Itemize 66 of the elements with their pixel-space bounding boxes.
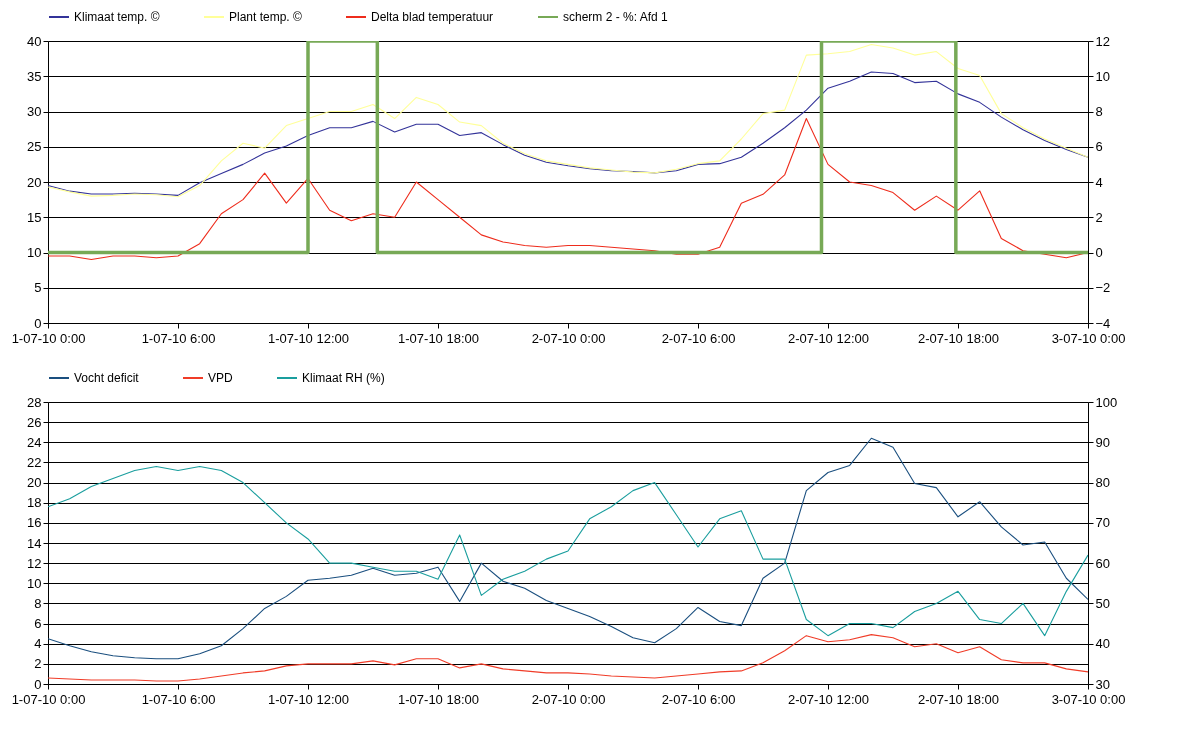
y2-tick-label: 70 xyxy=(1095,515,1110,531)
x-tick-label: 2-07-10 0:00 xyxy=(531,330,606,346)
y2-tick-label: 40 xyxy=(1095,636,1110,652)
y-tick-label: 30 xyxy=(27,104,42,119)
x-tick-label: 3-07-10 0:00 xyxy=(1051,691,1126,707)
y-tick-label: 20 xyxy=(27,475,42,491)
legend-label: Klimaat temp. © xyxy=(74,10,160,24)
y-tick-label: 10 xyxy=(27,575,42,591)
y-tick-label: 0 xyxy=(34,676,42,692)
y2-tick-label: 80 xyxy=(1095,475,1110,491)
y-tick-label: 25 xyxy=(27,139,42,155)
legend-label: Vocht deficit xyxy=(74,371,140,385)
y-tick-label: 10 xyxy=(27,245,42,260)
x-tick-label: 1-07-10 18:00 xyxy=(398,330,479,346)
y-tick-label: 14 xyxy=(27,535,42,551)
y-tick-label: 28 xyxy=(27,394,42,410)
legend-label: scherm 2 - %: Afd 1 xyxy=(563,10,669,24)
x-tick-label: 2-07-10 18:00 xyxy=(918,691,999,707)
y2-tick-label: 30 xyxy=(1095,676,1110,692)
y2-tick-label: 60 xyxy=(1095,555,1110,571)
y-tick-label: 4 xyxy=(34,636,42,652)
legend-label: Plant temp. © xyxy=(229,10,303,24)
y-tick-label: 35 xyxy=(27,68,42,84)
y2-tick-label: 0 xyxy=(1095,245,1103,260)
y2-tick-label: 8 xyxy=(1095,104,1103,119)
y2-tick-label: 2 xyxy=(1095,209,1103,225)
y-tick-label: 16 xyxy=(27,515,42,531)
y2-tick-label: 50 xyxy=(1095,595,1110,611)
y-tick-label: 18 xyxy=(27,495,42,511)
x-tick-label: 1-07-10 18:00 xyxy=(398,691,479,707)
y2-tick-label: 100 xyxy=(1095,394,1118,410)
y-tick-label: 40 xyxy=(27,33,42,49)
x-tick-label: 2-07-10 6:00 xyxy=(661,691,736,707)
y-tick-label: 26 xyxy=(27,414,42,430)
y2-tick-label: 10 xyxy=(1095,68,1110,84)
x-tick-label: 2-07-10 12:00 xyxy=(788,330,869,346)
y-tick-label: 8 xyxy=(34,595,42,611)
y-tick-label: 0 xyxy=(34,315,42,331)
x-tick-label: 1-07-10 6:00 xyxy=(141,330,216,346)
y-tick-label: 22 xyxy=(27,454,42,470)
y2-tick-label: 4 xyxy=(1095,174,1103,190)
y-tick-label: 5 xyxy=(34,280,42,296)
x-tick-label: 1-07-10 12:00 xyxy=(268,691,349,707)
legend-label: Delta blad temperatuur xyxy=(371,10,494,24)
legend-label: Klimaat RH (%) xyxy=(302,371,385,385)
y2-tick-label: 6 xyxy=(1095,139,1103,155)
x-tick-label: 2-07-10 18:00 xyxy=(918,330,999,346)
y-tick-label: 20 xyxy=(27,174,42,190)
y2-tick-label: 12 xyxy=(1095,33,1110,49)
x-tick-label: 2-07-10 6:00 xyxy=(661,330,736,346)
y-tick-label: 6 xyxy=(34,616,42,632)
y-tick-label: 15 xyxy=(27,209,42,225)
y-tick-label: 24 xyxy=(27,434,42,450)
x-tick-label: 1-07-10 0:00 xyxy=(11,691,86,707)
y2-tick-label: −4 xyxy=(1095,315,1111,331)
y2-tick-label: 90 xyxy=(1095,434,1110,450)
y2-tick-label: −2 xyxy=(1095,280,1111,296)
x-tick-label: 2-07-10 12:00 xyxy=(788,691,869,707)
x-tick-label: 1-07-10 12:00 xyxy=(268,330,349,346)
x-tick-label: 1-07-10 0:00 xyxy=(11,330,86,346)
x-tick-label: 2-07-10 0:00 xyxy=(531,691,606,707)
y-tick-label: 2 xyxy=(34,656,42,672)
x-tick-label: 3-07-10 0:00 xyxy=(1051,330,1126,346)
x-tick-label: 1-07-10 6:00 xyxy=(141,691,216,707)
legend-label: VPD xyxy=(208,371,234,385)
y-tick-label: 12 xyxy=(27,555,42,571)
